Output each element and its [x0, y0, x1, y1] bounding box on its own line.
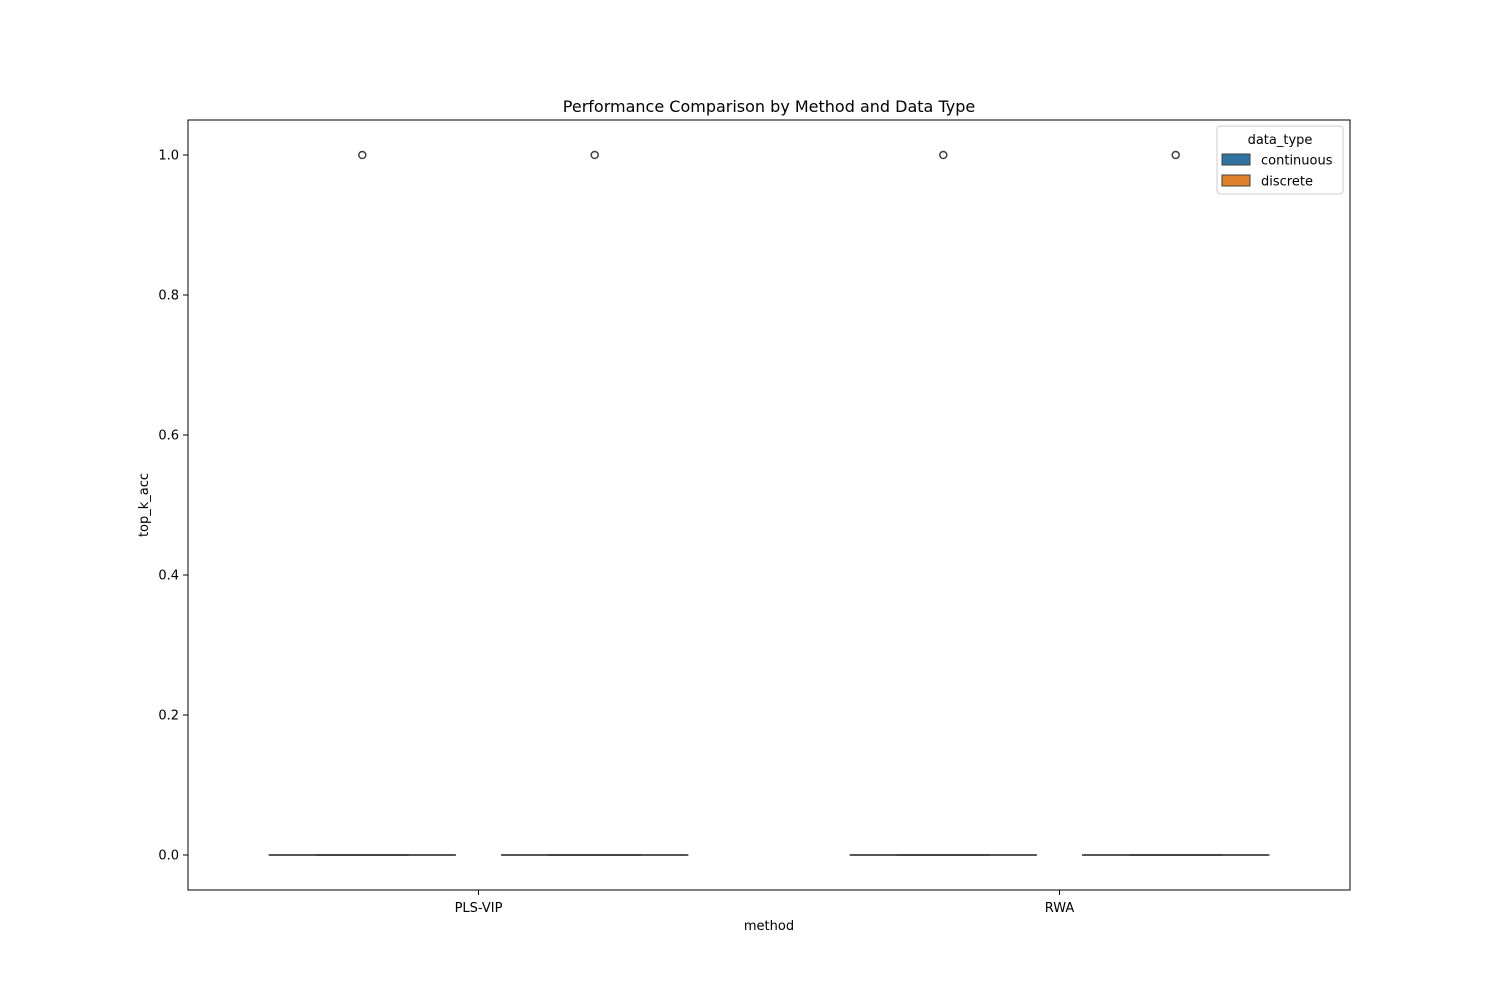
outlier-point-continuous [358, 150, 367, 160]
outlier-point-discrete [590, 150, 599, 160]
x-axis: PLS-VIP RWA [455, 890, 1075, 916]
outlier-point-discrete [1171, 150, 1180, 160]
legend-swatch-discrete [1221, 174, 1251, 187]
legend: data_type continuous discrete [1216, 125, 1344, 195]
y-axis-label: top_k_acc [137, 473, 152, 537]
plot-area [187, 119, 1351, 891]
y-tick-label: 0.6 [158, 429, 179, 444]
legend-entries: continuous discrete [1221, 153, 1333, 190]
y-tick-label: 0.8 [158, 289, 179, 304]
y-tick-label: 0.0 [158, 849, 179, 864]
outlier-point-continuous [939, 150, 948, 160]
outliers-layer [358, 150, 1180, 160]
y-axis: 0.0 0.2 0.4 0.6 0.8 1.0 [158, 149, 188, 864]
x-tick-label-pls-vip: PLS-VIP [455, 901, 503, 916]
legend-title: data_type [1248, 133, 1313, 148]
legend-label-continuous: continuous [1261, 154, 1333, 169]
axes-frame [187, 119, 1351, 891]
chart-title: Performance Comparison by Method and Dat… [563, 97, 975, 116]
legend-label-discrete: discrete [1261, 175, 1313, 190]
y-tick-label: 1.0 [158, 149, 179, 164]
x-tick-label-rwa: RWA [1045, 901, 1075, 916]
legend-swatch-continuous [1221, 153, 1251, 166]
x-axis-label: method [744, 919, 794, 934]
y-tick-label: 0.2 [158, 709, 179, 724]
y-tick-label: 0.4 [158, 569, 179, 584]
